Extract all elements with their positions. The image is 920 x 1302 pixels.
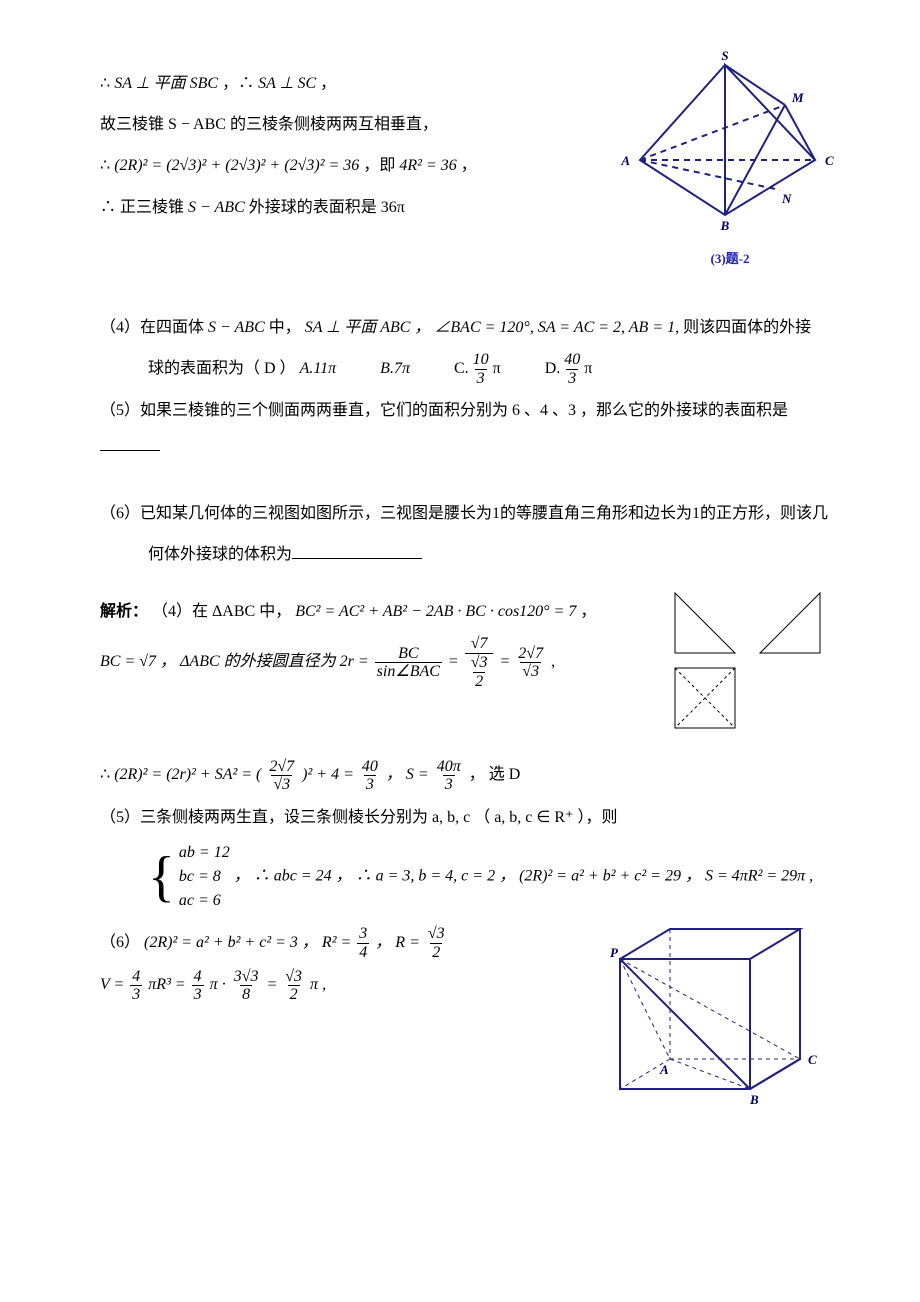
sol4-line1: 解析： （4）在 ΔABC 中， BC² = AC² + AB² − 2AB ·… (100, 594, 650, 629)
solution-6-block: （6） (2R)² = a² + b² + c² = 3 ， R² = 34 ，… (100, 919, 830, 1142)
sol5-intro: （5）三条侧棱两两生直，设三条侧棱长分别为 a, b, c （ a, b, c … (100, 800, 830, 835)
figure-cube: P A B C (600, 919, 830, 1142)
tetrahedron-svg: S A B C M N (630, 60, 830, 230)
blank-q6 (292, 542, 422, 559)
blank-q5 (100, 434, 160, 451)
three-views-svg (670, 588, 830, 738)
top-section: ∴ SA ⊥ 平面 SBC ，∴ SA ⊥ SC ， 故三棱锥 S − ABC … (100, 60, 830, 274)
svg-text:S: S (721, 48, 728, 63)
svg-text:N: N (781, 191, 792, 206)
sol4-line3: ∴ (2R)² = (2r)² + SA² = ( 2√7√3 )² + 4 =… (100, 757, 830, 793)
fig1-caption: (3)题-2 (630, 245, 830, 274)
svg-text:C: C (825, 153, 834, 168)
sol6-line1: （6） (2R)² = a² + b² + c² = 3 ， R² = 34 ，… (100, 925, 580, 961)
question-5: （5）如果三棱锥的三个侧面两两垂直，它们的面积分别为 6 、4 、3 ，那么它的… (100, 393, 830, 463)
option-d: D.403π (545, 351, 593, 387)
line-sa-perp: ∴ SA ⊥ 平面 SBC ，∴ SA ⊥ SC ， (100, 66, 610, 101)
option-a: A.11π (300, 351, 337, 386)
svg-text:M: M (791, 90, 804, 105)
line-mutual-perp: 故三棱锥 S − ABC 的三棱条侧棱两两互相垂直， (100, 107, 610, 142)
question-6-line2: 何体外接球的体积为 (100, 537, 830, 572)
svg-text:C: C (808, 1052, 817, 1067)
line-surface-area: ∴ 正三棱锥 S − ABC 外接球的表面积是 36π (100, 190, 610, 225)
question-4: （4）在四面体 S − ABC 中， SA ⊥ 平面 ABC ， ∠BAC = … (100, 310, 830, 345)
svg-text:A: A (659, 1062, 669, 1077)
question-6-line1: （6）已知某几何体的三视图如图所示，三视图是腰长为1的等腰直角三角形和边长为1的… (100, 496, 830, 531)
svg-text:B: B (749, 1092, 759, 1107)
line-2r-eq: ∴ (2R)² = (2√3)² + (2√3)² + (2√3)² = 36 … (100, 148, 610, 183)
svg-text:P: P (610, 945, 619, 960)
option-c: C.103π (454, 351, 501, 387)
svg-text:A: A (620, 153, 630, 168)
top-text: ∴ SA ⊥ 平面 SBC ，∴ SA ⊥ SC ， 故三棱锥 S − ABC … (100, 60, 610, 231)
option-b: B.7π (380, 351, 410, 386)
svg-text:B: B (720, 218, 730, 233)
solution-4-block: 解析： （4）在 ΔABC 中， BC² = AC² + AB² − 2AB ·… (100, 588, 830, 751)
three-views-figure (670, 588, 830, 751)
sol6-line2: V = 43 πR³ = 43 π · 3√38 = √32 π , (100, 967, 580, 1003)
sol5-system: { ab = 12 bc = 8 ac = 6 ， ∴ abc = 24 ， ∴… (100, 841, 830, 913)
figure-tetrahedron: S A B C M N (3)题-2 (630, 60, 830, 274)
sol4-line2: BC = √7 ， ΔABC 的外接圆直径为 2r = BCsin∠BAC = … (100, 635, 650, 690)
question-4-options: 球的表面积为（ D ） A.11π B.7π C.103π D.403π (100, 351, 830, 387)
cube-svg: P A B C (600, 919, 830, 1129)
